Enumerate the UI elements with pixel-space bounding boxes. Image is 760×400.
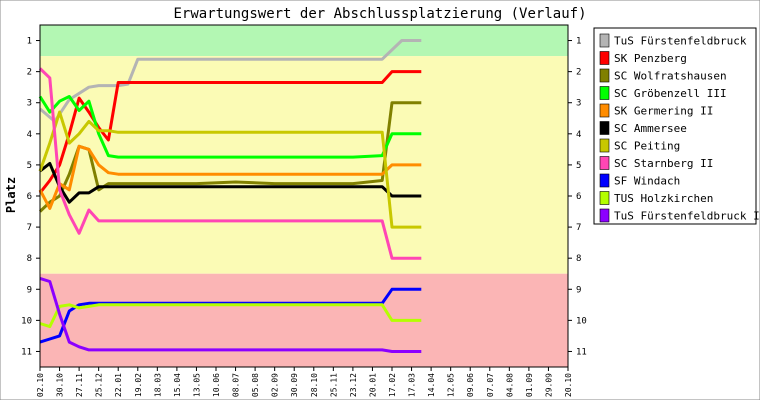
legend-label-10: TuS Fürstenfeldbruck II — [614, 210, 760, 223]
x-tick-label: 30.10 — [56, 373, 65, 397]
legend-swatch-10 — [599, 208, 610, 223]
legend-swatch-2 — [599, 68, 610, 83]
legend-swatch-1 — [599, 51, 610, 65]
y-tick-label-right: 11 — [576, 347, 587, 357]
x-tick-label: 12.05 — [447, 373, 456, 397]
x-tick-label: 02.10 — [36, 373, 45, 397]
x-tick-label: 20.01 — [368, 373, 377, 397]
legend-label-1: SK Penzberg — [614, 52, 687, 65]
x-tick-label: 14.04 — [427, 373, 436, 397]
y-tick-label-left: 4 — [27, 130, 32, 140]
legend-label-6: SC Peiting — [614, 140, 680, 153]
x-tick-label: 29.09 — [544, 373, 553, 397]
x-tick-label: 09.06 — [466, 373, 475, 397]
legend-swatch-3 — [599, 86, 610, 100]
legend-swatch-7 — [599, 156, 610, 170]
series-line-10 — [39, 276, 422, 353]
y-tick-label-right: 10 — [576, 316, 587, 326]
x-tick-label: 04.08 — [505, 373, 514, 397]
x-tick-label: 30.09 — [290, 373, 299, 397]
series-line-6 — [38, 110, 422, 229]
legend-label-2: SC Wolfratshausen — [614, 70, 727, 83]
x-tick-label: 01.09 — [525, 373, 534, 397]
legend-label-9: TUS Holzkirchen — [614, 192, 713, 205]
y-tick-label-right: 8 — [576, 254, 581, 264]
y-tick-label-left: 1 — [27, 37, 32, 47]
x-tick-label: 07.07 — [486, 373, 495, 397]
x-tick-label: 22.01 — [114, 373, 123, 397]
x-tick-label: 25.12 — [95, 373, 104, 397]
y-tick-label-left: 3 — [27, 99, 32, 109]
legend-swatch-6 — [599, 138, 610, 153]
y-tick-label-left: 8 — [27, 254, 32, 264]
legend-label-0: TuS Fürstenfeldbruck — [614, 35, 747, 48]
y-tick-label-left: 10 — [21, 316, 32, 326]
x-tick-label: 23.12 — [349, 373, 358, 397]
series-line-9 — [39, 303, 422, 329]
y-tick-label-left: 2 — [27, 68, 32, 78]
legend-label-7: SC Starnberg II — [614, 157, 713, 170]
series-line-4 — [38, 144, 422, 210]
y-tick-label-left: 11 — [21, 347, 32, 357]
x-tick-label: 15.04 — [173, 373, 182, 397]
x-tick-label: 02.09 — [271, 373, 280, 397]
x-tick-label: 08.07 — [232, 373, 241, 397]
x-tick-label: 18.03 — [153, 373, 162, 397]
y-tick-label-right: 6 — [576, 192, 581, 202]
x-tick-label: 27.11 — [75, 373, 84, 397]
y-tick-label-left: 6 — [27, 192, 32, 202]
legend-swatch-9 — [599, 191, 610, 205]
x-tick-label: 05.08 — [251, 373, 260, 397]
legend-swatch-8 — [599, 173, 610, 188]
y-tick-label-right: 2 — [576, 68, 581, 78]
y-tick-label-right: 5 — [576, 161, 581, 171]
band-1 — [40, 56, 568, 274]
legend-box — [593, 27, 757, 225]
legend-label-4: SK Germering II — [614, 105, 713, 118]
x-tick-label: 28.10 — [310, 373, 319, 397]
series-line-0 — [39, 39, 422, 123]
series-line-7 — [38, 67, 422, 260]
series-line-3 — [38, 95, 422, 159]
legend: TuS Fürstenfeldbruck SK Penzberg SC Wolfra… — [593, 27, 760, 225]
chart-title: Erwartungswert der Abschlussplatzierung … — [173, 6, 586, 22]
x-tick-label: 20.10 — [564, 373, 573, 397]
y-tick-label-right: 4 — [576, 130, 581, 140]
band-0 — [40, 25, 568, 57]
y-tick-label-right: 1 — [576, 37, 581, 47]
band-2 — [40, 273, 568, 367]
y-tick-label-right: 9 — [576, 285, 581, 295]
legend-label-8: SF Windach — [614, 175, 680, 188]
series-layer — [38, 39, 422, 353]
y-tick-label-right: 7 — [576, 223, 581, 233]
background-bands — [40, 25, 568, 367]
x-tick-label: 13.05 — [192, 373, 201, 397]
series-line-1 — [38, 70, 422, 194]
series-line-5 — [39, 161, 422, 204]
legend-label-3: SC Gröbenzell III — [614, 87, 727, 100]
y-tick-label-left: 9 — [27, 285, 32, 295]
x-axis-ticks: 02.10 30.10 27.11 25.12 22.01 19.02 18.03 15.04… — [36, 367, 573, 397]
y-tick-label-left: 7 — [27, 223, 32, 233]
x-tick-label: 25.11 — [329, 373, 338, 397]
legend-swatch-5 — [599, 121, 610, 135]
x-tick-label: 19.02 — [134, 373, 143, 397]
legend-label-5: SC Ammersee — [614, 122, 687, 135]
x-tick-label: 17.02 — [388, 373, 397, 397]
legend-swatch-4 — [599, 103, 610, 118]
y-tick-label-right: 3 — [576, 99, 581, 109]
y-tick-label-left: 5 — [27, 161, 32, 171]
x-tick-label: 10.06 — [212, 373, 221, 397]
legend-swatch-0 — [599, 33, 610, 48]
x-tick-label: 17.03 — [408, 373, 417, 397]
y-axis-label: Platz — [4, 177, 18, 213]
